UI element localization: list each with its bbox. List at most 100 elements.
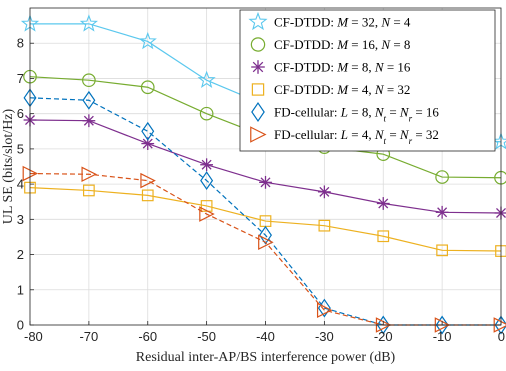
y-tick-label: 6 — [17, 106, 24, 121]
legend-entry: FD-cellular: L = 4, Nt = Nr = 32 — [250, 126, 439, 146]
y-tick-label: 8 — [17, 36, 24, 51]
legend-text-part: = — [386, 105, 400, 120]
legend-box — [239, 9, 496, 152]
diamond-marker — [435, 315, 449, 335]
asterisk-stroke — [83, 115, 94, 126]
legend-math-symbol: L — [340, 105, 348, 120]
legend-text-part: = 32 — [384, 82, 411, 97]
circle-marker — [250, 37, 266, 52]
y-tick-label: 7 — [17, 71, 24, 86]
legend-text-part: = 8 — [390, 37, 410, 52]
x-tick-label: -40 — [256, 329, 275, 344]
legend-label: FD-cellular: L = 4, Nt = Nr = 32 — [274, 127, 439, 146]
legend-math-symbol: L — [340, 127, 348, 142]
star-marker — [248, 11, 268, 31]
asterisk-marker — [376, 197, 390, 210]
legend-text-part: CF-DTDD: — [274, 60, 337, 75]
triangle-right-marker — [140, 172, 156, 189]
legend-text-part: = 16 — [412, 105, 439, 120]
star-marker — [138, 31, 157, 50]
circle-marker — [82, 73, 96, 88]
x-tick-label: 0 — [498, 329, 505, 344]
triangle-right-marker — [81, 166, 98, 183]
legend-math-symbol: M — [336, 37, 349, 52]
asterisk-marker — [259, 175, 272, 189]
asterisk-marker — [200, 158, 214, 172]
asterisk-stroke — [378, 198, 389, 209]
diamond-marker — [141, 121, 155, 141]
legend-math-symbol: N — [399, 127, 410, 142]
y-tick-label: 5 — [17, 141, 24, 156]
triangle-right-marker — [250, 126, 267, 143]
legend-label: CF-DTDD: M = 4, N = 32 — [274, 82, 410, 97]
legend-math-symbol: N — [374, 60, 385, 75]
triangle-right-marker — [199, 206, 215, 222]
square-marker — [436, 244, 449, 257]
legend-text-part: = — [386, 127, 400, 142]
legend-math-symbol: M — [336, 82, 349, 97]
legend-math-symbol: N — [374, 82, 385, 97]
diamond-marker — [200, 171, 214, 191]
x-tick-label: -10 — [433, 329, 452, 344]
asterisk-marker — [251, 60, 265, 74]
legend-entry: CF-DTDD: M = 8, N = 16 — [251, 60, 411, 75]
asterisk-stroke — [252, 61, 264, 73]
legend-text-part: = 16 — [384, 60, 411, 75]
legend-label: CF-DTDD: M = 8, N = 16 — [274, 60, 411, 75]
legend-text-part: = 16, — [348, 37, 381, 52]
axis-ticks: -80 -70 -60 -50 -40 -30 -20 -10 0 0 1 2 3 4 5 6 7 8 — [17, 36, 505, 344]
square-marker — [251, 83, 265, 96]
legend-math-symbol: N — [380, 15, 391, 30]
y-tick-label: 2 — [17, 247, 24, 262]
legend-text-part: = 4, — [348, 127, 375, 142]
legend-text-part: CF-DTDD: — [274, 82, 337, 97]
legend-text-part: FD-cellular: — [274, 105, 341, 120]
triangle-right-marker — [316, 302, 333, 318]
legend-entry: FD-cellular: L = 8, Nt = Nr = 16 — [251, 102, 439, 124]
diamond-marker — [259, 225, 272, 245]
x-tick-label: -50 — [197, 329, 216, 344]
asterisk-stroke — [260, 177, 271, 188]
legend-text-part: CF-DTDD: — [274, 37, 337, 52]
square-marker — [141, 189, 154, 202]
square-marker — [82, 184, 95, 197]
legend-label: CF-DTDD: M = 16, N = 8 — [274, 37, 410, 52]
series — [24, 181, 506, 257]
y-tick-label: 1 — [17, 282, 24, 297]
triangle-right-marker — [258, 234, 274, 250]
asterisk-stroke — [437, 207, 448, 218]
legend-math-symbol: M — [336, 60, 349, 75]
legend-text-part: = 8, — [348, 105, 375, 120]
legend-subscript: r — [409, 114, 413, 124]
x-tick-label: -20 — [374, 329, 393, 344]
x-tick-label: -60 — [138, 329, 157, 344]
legend-text-part: = 4 — [390, 15, 411, 30]
legend-text-part: CF-DTDD: — [274, 15, 337, 30]
legend-label: FD-cellular: L = 8, Nt = Nr = 16 — [274, 105, 439, 124]
legend-math-symbol: M — [336, 15, 349, 30]
legend-text-part: = 32, — [348, 15, 381, 30]
y-tick-label: 4 — [17, 177, 24, 192]
diamond-marker — [494, 315, 506, 335]
asterisk-marker — [317, 185, 331, 199]
legend-entry: CF-DTDD: M = 4, N = 32 — [251, 82, 410, 97]
y-axis-title: UL SE (bits/slot/Hz) — [1, 108, 16, 224]
legend: CF-DTDD: M = 32, N = 4CF-DTDD: M = 16, N… — [239, 9, 496, 152]
legend-entry: CF-DTDD: M = 16, N = 8 — [250, 37, 410, 52]
legend-entry: CF-DTDD: M = 32, N = 4 — [248, 11, 411, 31]
diamond-marker — [251, 102, 265, 122]
legend-math-symbol: N — [374, 105, 385, 120]
diamond-marker — [82, 90, 96, 110]
circle-marker — [199, 106, 214, 121]
legend-text-part: FD-cellular: — [274, 127, 341, 142]
legend-text-part: = 8, — [348, 60, 375, 75]
legend-math-symbol: N — [399, 105, 410, 120]
legend-subscript: r — [409, 136, 413, 146]
x-tick-label: -70 — [79, 329, 98, 344]
asterisk-stroke — [142, 138, 153, 149]
legend-text-part: = 4, — [348, 82, 375, 97]
legend-label: CF-DTDD: M = 32, N = 4 — [274, 15, 411, 30]
asterisk-marker — [82, 114, 96, 128]
legend-subscript: t — [384, 114, 387, 124]
